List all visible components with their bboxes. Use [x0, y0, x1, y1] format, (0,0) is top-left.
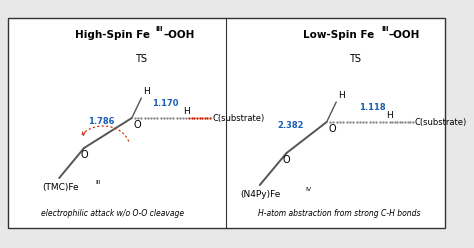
Text: H: H — [183, 107, 190, 116]
Text: H-atom abstraction from strong C-H bonds: H-atom abstraction from strong C-H bonds — [258, 209, 420, 218]
Text: High-Spin Fe: High-Spin Fe — [75, 30, 150, 40]
Text: 2.382: 2.382 — [277, 121, 304, 129]
Text: III: III — [381, 26, 389, 32]
Text: C(substrate): C(substrate) — [415, 118, 467, 126]
Text: O: O — [328, 124, 336, 134]
Text: (N4Py)Fe: (N4Py)Fe — [241, 190, 281, 199]
FancyBboxPatch shape — [8, 18, 445, 228]
Text: H: H — [143, 87, 150, 96]
Text: C(substrate): C(substrate) — [212, 114, 264, 123]
Text: –OOH: –OOH — [164, 30, 195, 40]
Text: –OOH: –OOH — [389, 30, 420, 40]
Text: electrophilic attack w/o O-O cleavage: electrophilic attack w/o O-O cleavage — [41, 209, 184, 218]
Text: H: H — [338, 91, 345, 100]
Text: H: H — [386, 111, 393, 120]
Text: IV: IV — [306, 187, 312, 192]
Text: TS: TS — [349, 54, 361, 64]
Text: (TMC)Fe: (TMC)Fe — [42, 183, 79, 192]
Text: III: III — [155, 26, 163, 32]
Text: III: III — [96, 180, 101, 185]
Text: TS: TS — [136, 54, 147, 64]
Text: O: O — [134, 120, 141, 130]
Text: 1.786: 1.786 — [88, 117, 115, 125]
Text: 1.170: 1.170 — [152, 99, 179, 109]
Text: O: O — [283, 155, 291, 165]
Text: 1.118: 1.118 — [359, 103, 386, 113]
Text: Low-Spin Fe: Low-Spin Fe — [303, 30, 375, 40]
Text: O: O — [80, 150, 88, 160]
